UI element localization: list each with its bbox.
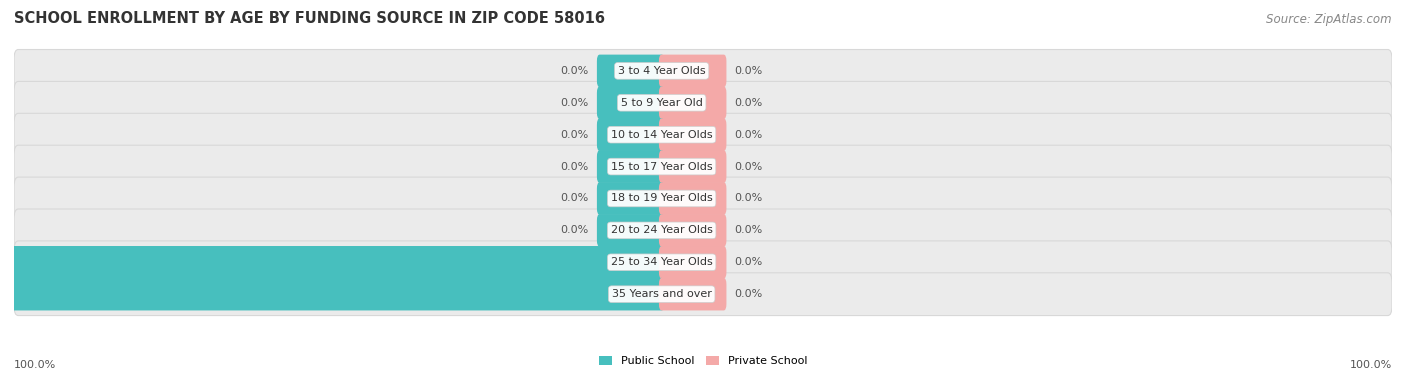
FancyBboxPatch shape — [14, 177, 1392, 220]
FancyBboxPatch shape — [598, 150, 665, 183]
Legend: Public School, Private School: Public School, Private School — [595, 352, 811, 371]
FancyBboxPatch shape — [659, 87, 727, 119]
Text: 0.0%: 0.0% — [561, 161, 589, 172]
FancyBboxPatch shape — [11, 246, 665, 279]
Text: 100.0%: 100.0% — [14, 360, 56, 370]
Text: Source: ZipAtlas.com: Source: ZipAtlas.com — [1267, 13, 1392, 26]
Text: 0.0%: 0.0% — [561, 194, 589, 203]
Text: 10 to 14 Year Olds: 10 to 14 Year Olds — [610, 130, 713, 140]
FancyBboxPatch shape — [14, 50, 1392, 92]
FancyBboxPatch shape — [659, 246, 727, 279]
Text: 0.0%: 0.0% — [735, 257, 763, 267]
Text: 0.0%: 0.0% — [735, 130, 763, 140]
FancyBboxPatch shape — [659, 182, 727, 215]
Text: 0.0%: 0.0% — [561, 225, 589, 235]
FancyBboxPatch shape — [659, 118, 727, 151]
Text: 20 to 24 Year Olds: 20 to 24 Year Olds — [610, 225, 713, 235]
Text: SCHOOL ENROLLMENT BY AGE BY FUNDING SOURCE IN ZIP CODE 58016: SCHOOL ENROLLMENT BY AGE BY FUNDING SOUR… — [14, 11, 605, 26]
FancyBboxPatch shape — [14, 209, 1392, 252]
Text: 0.0%: 0.0% — [735, 161, 763, 172]
Text: 0.0%: 0.0% — [735, 225, 763, 235]
Text: 0.0%: 0.0% — [735, 289, 763, 299]
Text: 0.0%: 0.0% — [561, 66, 589, 76]
FancyBboxPatch shape — [11, 278, 665, 310]
FancyBboxPatch shape — [659, 54, 727, 87]
Text: 0.0%: 0.0% — [735, 66, 763, 76]
Text: 0.0%: 0.0% — [561, 98, 589, 108]
Text: 100.0%: 100.0% — [0, 289, 3, 299]
Text: 0.0%: 0.0% — [735, 194, 763, 203]
FancyBboxPatch shape — [598, 87, 665, 119]
FancyBboxPatch shape — [598, 118, 665, 151]
Text: 100.0%: 100.0% — [0, 257, 3, 267]
Text: 0.0%: 0.0% — [735, 98, 763, 108]
FancyBboxPatch shape — [14, 273, 1392, 316]
Text: 100.0%: 100.0% — [1350, 360, 1392, 370]
Text: 3 to 4 Year Olds: 3 to 4 Year Olds — [617, 66, 706, 76]
FancyBboxPatch shape — [659, 214, 727, 247]
FancyBboxPatch shape — [598, 182, 665, 215]
FancyBboxPatch shape — [598, 214, 665, 247]
FancyBboxPatch shape — [659, 278, 727, 310]
Text: 25 to 34 Year Olds: 25 to 34 Year Olds — [610, 257, 713, 267]
Text: 0.0%: 0.0% — [561, 130, 589, 140]
FancyBboxPatch shape — [14, 145, 1392, 188]
FancyBboxPatch shape — [14, 113, 1392, 156]
Text: 35 Years and over: 35 Years and over — [612, 289, 711, 299]
FancyBboxPatch shape — [14, 241, 1392, 284]
Text: 15 to 17 Year Olds: 15 to 17 Year Olds — [610, 161, 713, 172]
FancyBboxPatch shape — [598, 54, 665, 87]
Text: 18 to 19 Year Olds: 18 to 19 Year Olds — [610, 194, 713, 203]
FancyBboxPatch shape — [14, 81, 1392, 124]
Text: 5 to 9 Year Old: 5 to 9 Year Old — [620, 98, 703, 108]
FancyBboxPatch shape — [659, 150, 727, 183]
